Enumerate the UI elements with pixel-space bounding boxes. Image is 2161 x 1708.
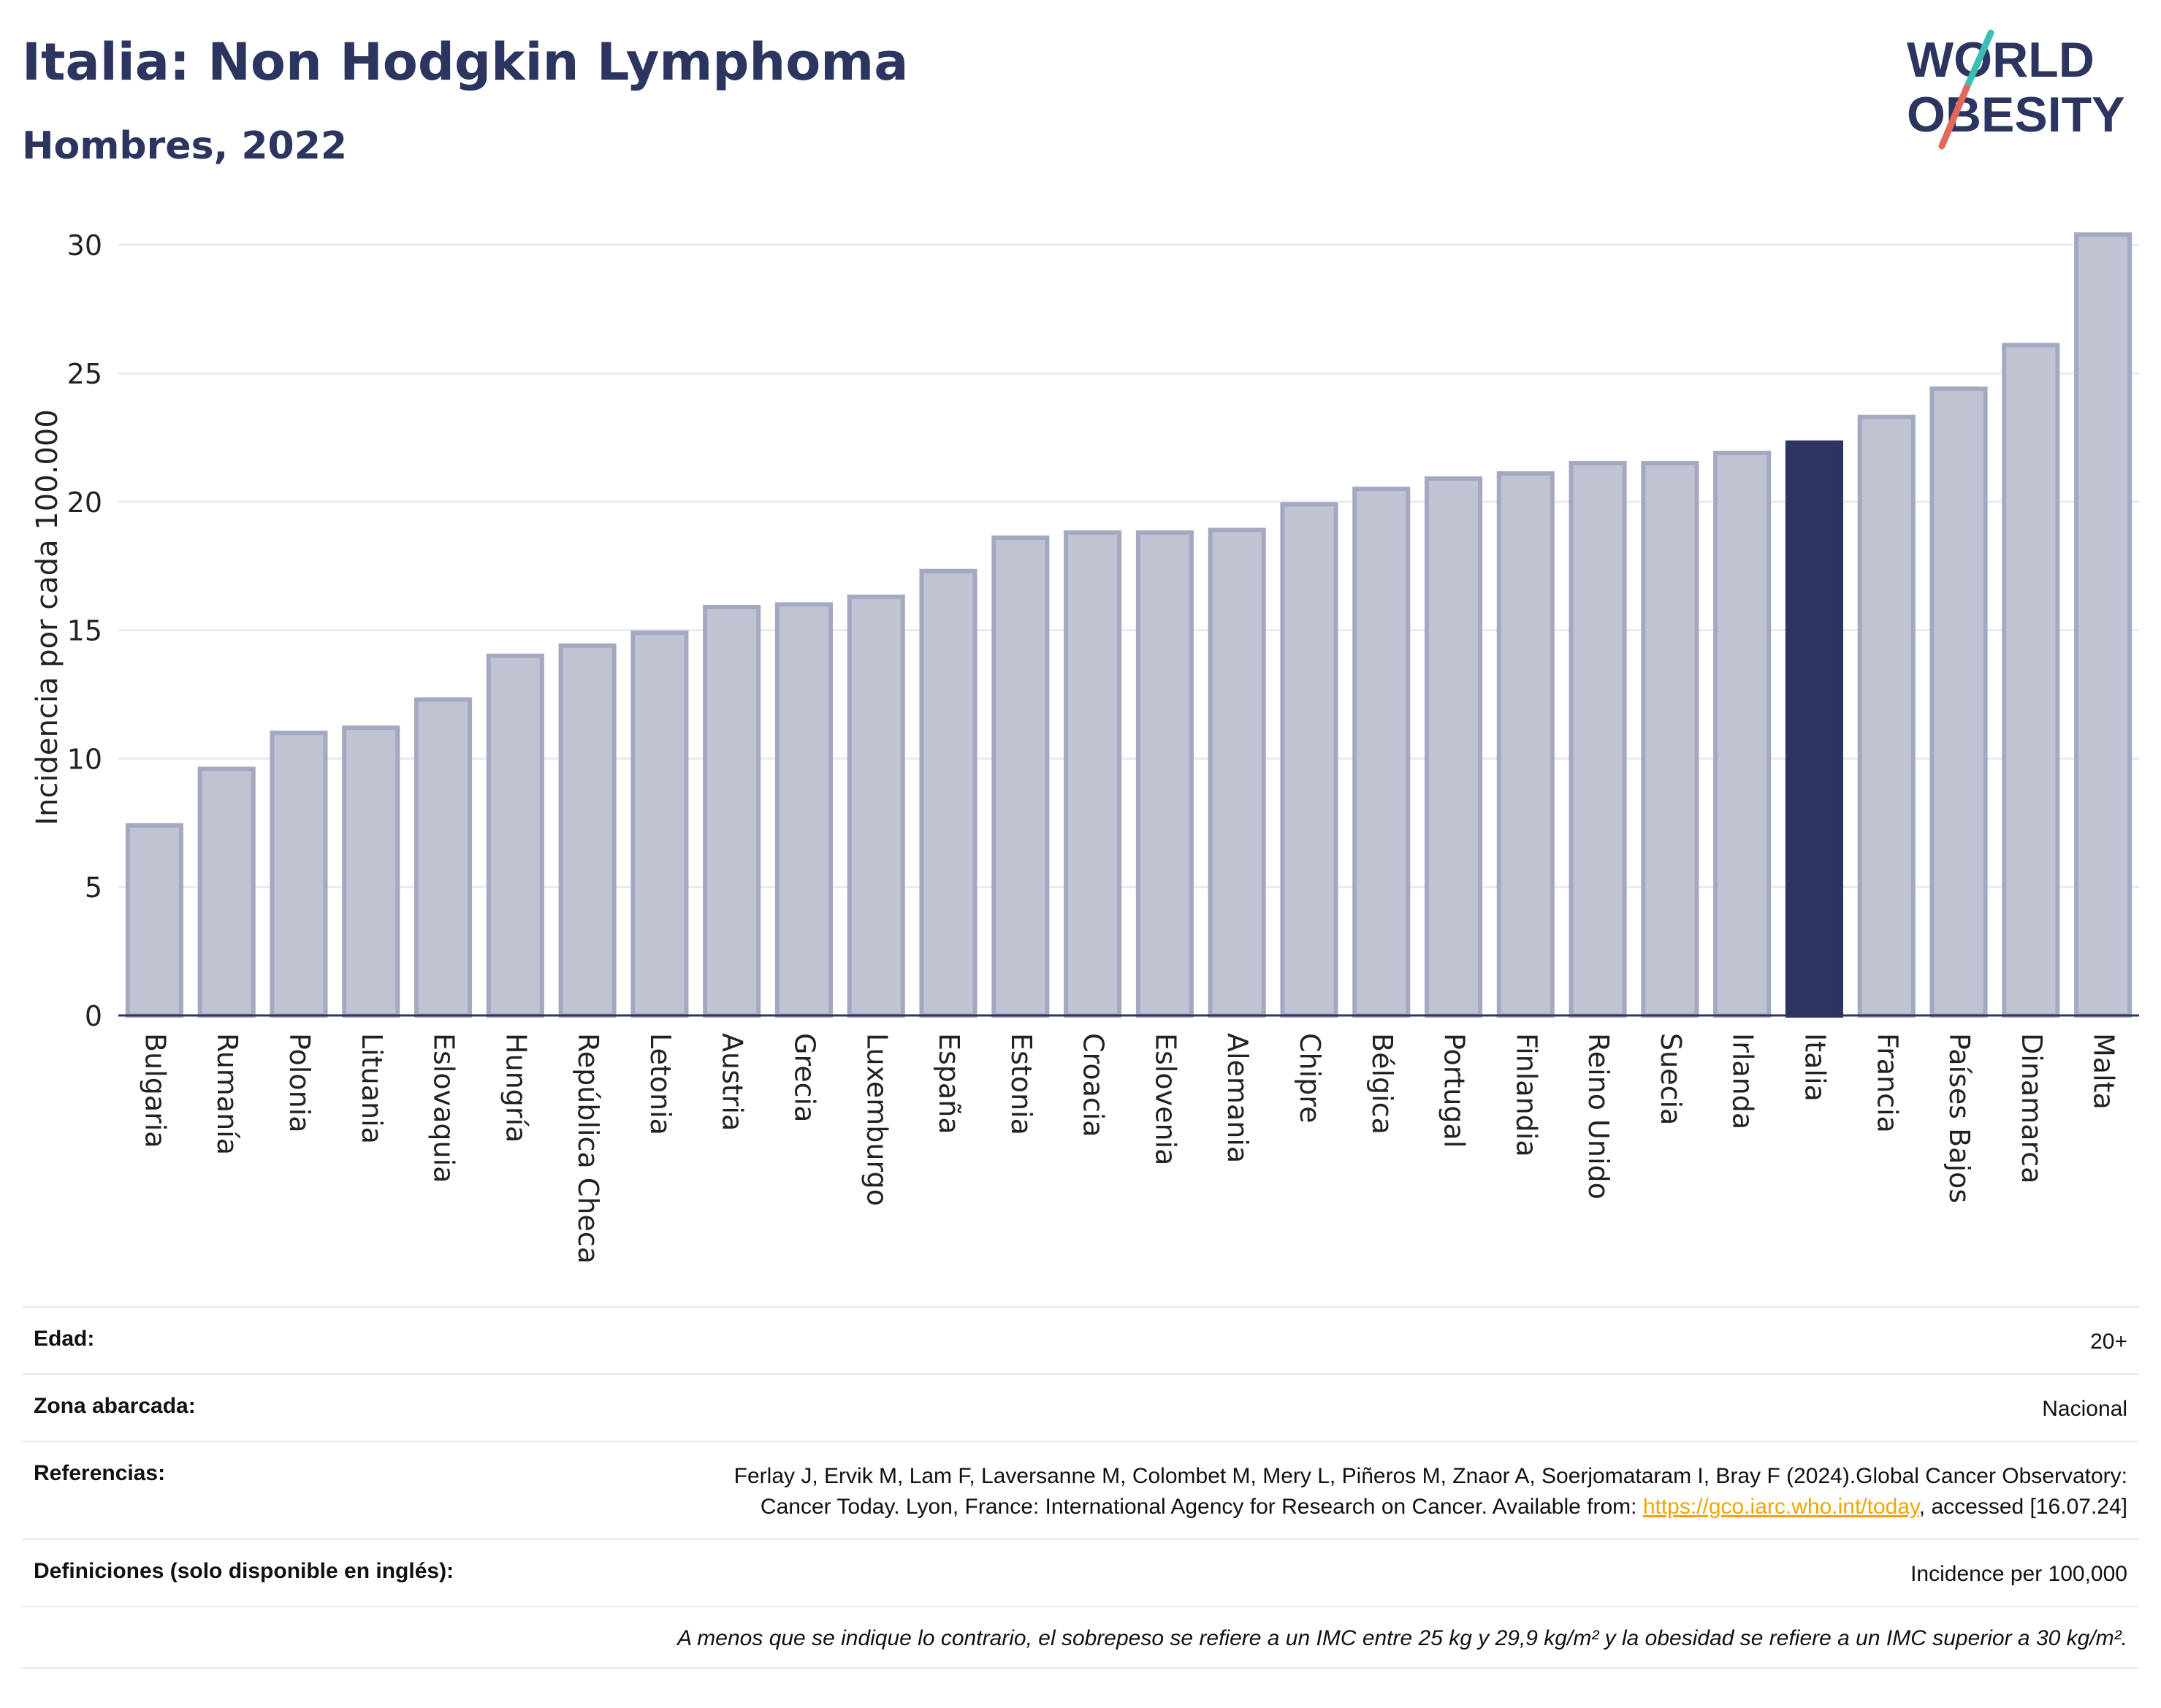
x-tick-label: Finlandia	[1510, 1033, 1542, 1157]
x-tick-label: España	[933, 1033, 965, 1135]
x-tick-label: Estonia	[1005, 1033, 1037, 1135]
x-tick-label: Lituania	[356, 1033, 388, 1144]
x-tick-label: Letonia	[644, 1033, 676, 1135]
age-value: 20+	[2090, 1330, 2127, 1354]
bar-croacia	[1064, 530, 1122, 1018]
bar-eslovaquia	[413, 697, 473, 1018]
bar-reino-unido	[1569, 461, 1627, 1018]
x-tick-label: Croacia	[1078, 1033, 1110, 1137]
y-tick-label: 15	[67, 615, 102, 647]
x-tick-label: Portugal	[1438, 1033, 1471, 1148]
references-text: Ferlay J, Ervik M, Lam F, Laversanne M, …	[733, 1464, 2127, 1519]
bar-bélgica	[1352, 487, 1411, 1018]
bar-estonia	[991, 535, 1050, 1018]
info-row-definitions: Definiciones (solo disponible en inglés)…	[22, 1539, 2139, 1606]
y-tick-label: 25	[67, 358, 102, 390]
x-tick-label: República Checa	[572, 1033, 604, 1264]
references-link[interactable]: https://gco.iarc.who.int/today	[1642, 1495, 1919, 1519]
bar-letonia	[630, 630, 689, 1018]
x-tick-label: Italia	[1799, 1033, 1831, 1102]
x-tick-label: Grecia	[788, 1033, 820, 1122]
page-title: Italia: Non Hodgkin Lymphoma	[22, 32, 909, 92]
bar-grecia	[774, 602, 834, 1018]
x-tick-label: Suecia	[1655, 1033, 1687, 1125]
references-label: Referencias:	[34, 1461, 166, 1485]
x-tick-label: Bélgica	[1366, 1033, 1398, 1135]
y-tick-label: 30	[67, 229, 102, 262]
x-tick-label: Eslovenia	[1149, 1033, 1181, 1165]
x-tick-label: Irlanda	[1727, 1033, 1759, 1129]
x-tick-label: Chipre	[1294, 1033, 1326, 1123]
world-obesity-logo: WORLD OBESITY	[1907, 29, 2125, 150]
bar-bulgaria	[125, 823, 183, 1018]
bar-irlanda	[1713, 450, 1772, 1018]
x-tick-label: Países Bajos	[1943, 1033, 1975, 1203]
x-tick-label: Reino Unido	[1582, 1033, 1615, 1200]
x-tick-label: Austria	[717, 1033, 749, 1131]
info-row-age: Edad: 20+	[22, 1306, 2139, 1373]
references-value: Ferlay J, Ervik M, Lam F, Laversanne M, …	[666, 1461, 2127, 1522]
bar-chart: 0 5 10 15 20 25 30 Incidencia por cada 100.000 B…	[31, 229, 2139, 1264]
references-text-end: , accessed [16.07.24]	[1918, 1495, 2127, 1519]
x-tick-label: Francia	[1871, 1033, 1903, 1133]
bar-república-checa	[558, 643, 617, 1018]
definitions-value: Incidence per 100,000	[1910, 1562, 2127, 1586]
x-tick-label: Dinamarca	[2016, 1033, 2048, 1183]
bar-españa	[919, 568, 977, 1018]
bar-portugal	[1424, 476, 1483, 1018]
logo-line1: WORLD	[1907, 32, 2095, 88]
definitions-label: Definiciones (solo disponible en inglés)…	[34, 1559, 454, 1583]
bar-austria	[703, 604, 761, 1018]
x-tick-label: Malta	[2088, 1033, 2120, 1110]
logo-line2: OBESITY	[1907, 87, 2125, 142]
y-tick-label: 10	[67, 743, 102, 775]
x-tick-label: Luxemburgo	[861, 1033, 893, 1206]
y-axis-label: Incidencia por cada 100.000	[31, 409, 64, 826]
x-tick-label: Polonia	[283, 1033, 316, 1133]
bar-malta	[2074, 232, 2133, 1018]
x-tick-label: Bulgaria	[139, 1033, 171, 1148]
page-subtitle: Hombres, 2022	[22, 124, 348, 168]
zone-value: Nacional	[2042, 1397, 2127, 1421]
bar-francia	[1857, 414, 1916, 1018]
bar-dinamarca	[2002, 343, 2060, 1018]
bar-polonia	[270, 731, 328, 1018]
info-table: Edad: 20+ Zona abarcada: Nacional Refere…	[22, 1306, 2139, 1669]
bar-rumanía	[197, 766, 256, 1018]
info-row-zone: Zona abarcada: Nacional	[22, 1373, 2139, 1441]
y-tick-label: 5	[85, 872, 102, 904]
x-tick-label: Eslovaquia	[428, 1033, 460, 1183]
y-tick-label: 20	[67, 487, 102, 519]
bar-italia	[1785, 440, 1844, 1018]
bar-suecia	[1641, 461, 1699, 1018]
x-tick-label: Rumanía	[211, 1033, 243, 1155]
bar-alemania	[1208, 527, 1266, 1018]
bar-hungría	[486, 653, 544, 1018]
bar-lituania	[342, 725, 400, 1018]
bar-chipre	[1280, 502, 1338, 1018]
info-row-references: Referencias: Ferlay J, Ervik M, Lam F, L…	[22, 1441, 2139, 1539]
x-tick-label: Hungría	[500, 1033, 532, 1143]
bar-eslovenia	[1135, 530, 1194, 1018]
bar-países-bajos	[1929, 386, 1988, 1018]
bar-finlandia	[1496, 471, 1555, 1018]
footnote: A menos que se indique lo contrario, el …	[22, 1606, 2139, 1669]
age-label: Edad:	[34, 1327, 95, 1351]
x-tick-label: Alemania	[1221, 1033, 1254, 1163]
y-tick-label: 0	[85, 1000, 102, 1032]
bar-luxemburgo	[847, 594, 905, 1018]
zone-label: Zona abarcada:	[34, 1394, 196, 1418]
